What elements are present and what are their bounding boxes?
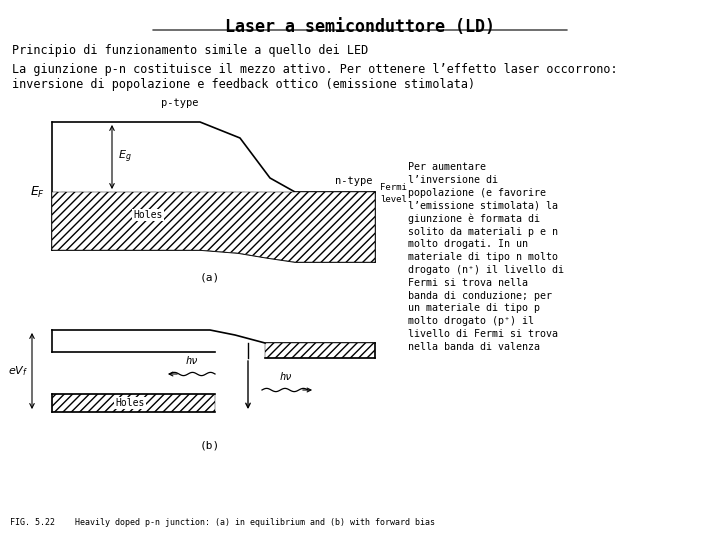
Text: FIG. 5.22    Heavily doped p-n junction: (a) in equilibrium and (b) with forward: FIG. 5.22 Heavily doped p-n junction: (a… bbox=[10, 518, 435, 527]
Text: (a): (a) bbox=[200, 272, 220, 282]
Text: Laser a semiconduttore (LD): Laser a semiconduttore (LD) bbox=[225, 18, 495, 36]
Text: Per aumentare
l’inversione di
popolazione (e favorire
l’emissione stimolata) la
: Per aumentare l’inversione di popolazion… bbox=[408, 162, 564, 352]
Text: $E_F$: $E_F$ bbox=[30, 185, 45, 200]
Text: n-type: n-type bbox=[335, 176, 372, 186]
Text: p-type: p-type bbox=[161, 98, 199, 108]
Polygon shape bbox=[265, 343, 375, 358]
Text: inversione di popolazione e feedback ottico (emissione stimolata): inversione di popolazione e feedback ott… bbox=[12, 78, 475, 91]
Text: Principio di funzionamento simile a quello dei LED: Principio di funzionamento simile a quel… bbox=[12, 44, 368, 57]
Text: $eV_f$: $eV_f$ bbox=[8, 364, 28, 378]
Text: Holes: Holes bbox=[115, 398, 145, 408]
Text: hν: hν bbox=[186, 356, 198, 366]
Text: (b): (b) bbox=[200, 440, 220, 450]
Text: Fermi: Fermi bbox=[380, 184, 407, 192]
Polygon shape bbox=[52, 192, 375, 262]
Text: Holes: Holes bbox=[133, 210, 163, 220]
Text: level: level bbox=[380, 195, 407, 205]
Text: hν: hν bbox=[280, 372, 292, 382]
Polygon shape bbox=[52, 394, 215, 412]
Text: La giunzione p-n costituisce il mezzo attivo. Per ottenere l’effetto laser occor: La giunzione p-n costituisce il mezzo at… bbox=[12, 63, 618, 76]
Text: $E_g$: $E_g$ bbox=[118, 149, 132, 165]
